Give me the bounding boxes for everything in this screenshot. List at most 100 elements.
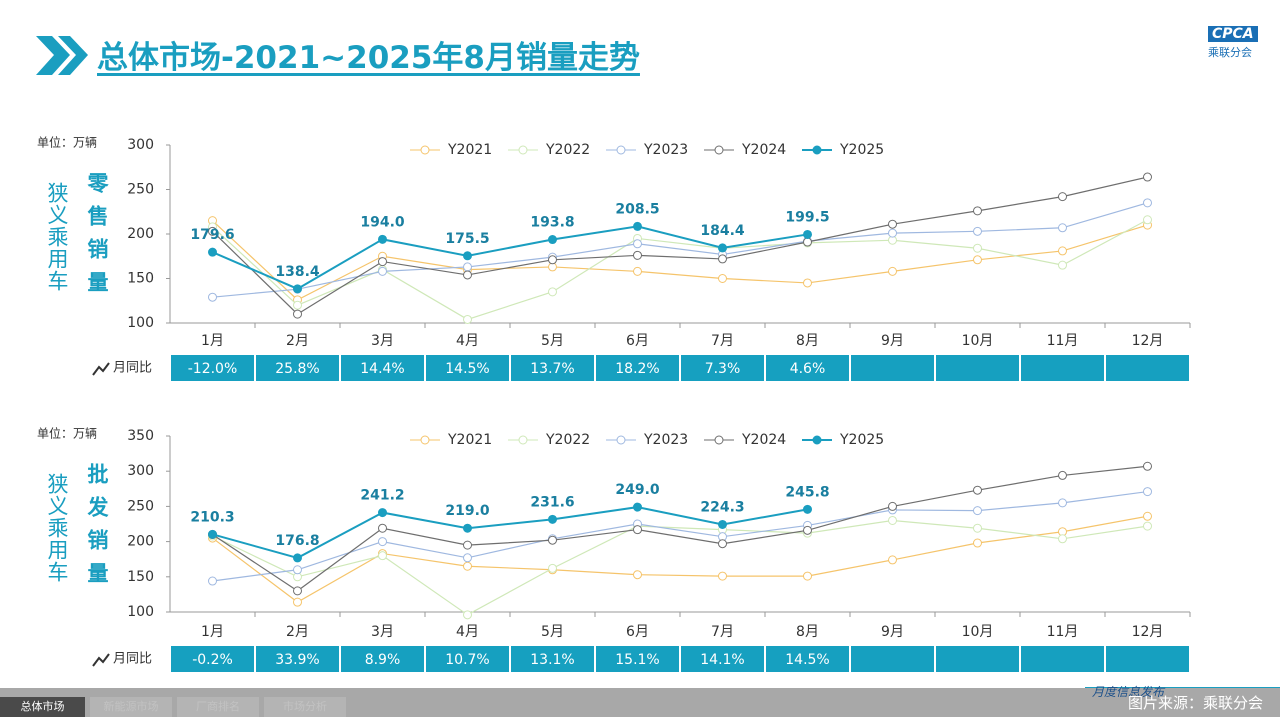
data-point bbox=[1058, 192, 1067, 202]
data-point bbox=[718, 519, 727, 529]
yoy-cell bbox=[851, 355, 934, 381]
yoy-cell bbox=[256, 355, 339, 381]
data-point bbox=[463, 540, 472, 550]
yoy-value: 14.4% bbox=[360, 361, 404, 377]
data-point bbox=[548, 563, 557, 573]
data-point bbox=[888, 501, 897, 511]
series-line bbox=[212, 219, 1148, 321]
legend-marker bbox=[812, 145, 822, 155]
x-tick-label: 10月 bbox=[962, 333, 994, 349]
legend-marker bbox=[616, 435, 626, 445]
yoy-cell bbox=[426, 355, 509, 381]
data-label: 219.0 bbox=[445, 503, 490, 519]
data-label: 245.8 bbox=[785, 484, 829, 500]
data-label: 210.3 bbox=[190, 509, 234, 525]
nav-tab[interactable]: 厂商排名 bbox=[177, 697, 259, 717]
x-tick-label: 4月 bbox=[456, 624, 479, 640]
data-point bbox=[378, 551, 387, 561]
side-label: 狭义乘用车 bbox=[45, 182, 69, 292]
legend-marker bbox=[616, 145, 626, 155]
data-point bbox=[463, 270, 472, 280]
data-point bbox=[548, 535, 557, 545]
data-point bbox=[208, 529, 217, 539]
x-tick-label: 1月 bbox=[201, 333, 224, 349]
y-tick-label: 100 bbox=[127, 315, 154, 331]
data-label: 175.5 bbox=[445, 231, 489, 247]
data-label: 193.8 bbox=[530, 215, 574, 231]
data-point bbox=[633, 250, 642, 260]
nav-tab[interactable]: 总体市场 bbox=[0, 697, 85, 717]
data-label: 231.6 bbox=[530, 494, 574, 510]
nav-tab[interactable]: 市场分析 bbox=[264, 697, 346, 717]
data-point bbox=[803, 504, 812, 514]
logo-sub: 乘联分会 bbox=[1208, 46, 1252, 59]
data-point bbox=[1058, 223, 1067, 233]
legend-marker bbox=[812, 435, 822, 445]
yoy-cell bbox=[256, 646, 339, 672]
x-tick-label: 6月 bbox=[626, 333, 649, 349]
yoy-value: 14.5% bbox=[445, 361, 489, 377]
data-point bbox=[888, 219, 897, 229]
data-point bbox=[463, 561, 472, 571]
data-point bbox=[888, 515, 897, 525]
unit-label: 单位：万辆 bbox=[37, 135, 97, 150]
data-point bbox=[973, 538, 982, 548]
yoy-label: 月同比 bbox=[113, 361, 152, 376]
series-line bbox=[212, 465, 1148, 592]
x-tick-label: 8月 bbox=[796, 624, 819, 640]
data-point bbox=[548, 235, 557, 245]
yoy-cell bbox=[936, 646, 1019, 672]
data-point bbox=[293, 597, 302, 607]
data-point bbox=[718, 254, 727, 264]
data-point bbox=[548, 255, 557, 265]
x-tick-label: 7月 bbox=[711, 333, 734, 349]
data-point bbox=[803, 237, 812, 247]
x-tick-label: 11月 bbox=[1047, 624, 1079, 640]
yoy-value: -0.2% bbox=[192, 652, 233, 668]
data-point bbox=[463, 610, 472, 620]
legend-marker bbox=[714, 435, 724, 445]
data-point bbox=[208, 226, 217, 236]
yoy-cell bbox=[681, 646, 764, 672]
x-tick-label: 11月 bbox=[1047, 333, 1079, 349]
x-tick-label: 5月 bbox=[541, 624, 564, 640]
series-line bbox=[212, 519, 1148, 616]
series-line bbox=[212, 202, 1148, 298]
data-point bbox=[633, 266, 642, 276]
data-point bbox=[803, 571, 812, 581]
legend-label: Y2025 bbox=[839, 142, 884, 158]
data-label: 199.5 bbox=[785, 209, 829, 225]
yoy-value: 14.1% bbox=[700, 652, 744, 668]
yoy-value: 15.1% bbox=[615, 652, 659, 668]
legend-label: Y2024 bbox=[741, 432, 786, 448]
data-point bbox=[208, 247, 217, 257]
x-tick-label: 5月 bbox=[541, 333, 564, 349]
yoy-cell bbox=[426, 646, 509, 672]
x-tick-label: 12月 bbox=[1132, 624, 1164, 640]
y-tick-label: 250 bbox=[127, 498, 154, 514]
data-point bbox=[803, 278, 812, 288]
data-point bbox=[463, 251, 472, 261]
legend-label: Y2021 bbox=[447, 142, 492, 158]
data-point bbox=[1143, 172, 1152, 182]
yoy-cell bbox=[766, 646, 849, 672]
data-label: 184.4 bbox=[700, 223, 745, 239]
yoy-value: 8.9% bbox=[365, 652, 401, 668]
x-tick-label: 12月 bbox=[1132, 333, 1164, 349]
data-point bbox=[973, 523, 982, 533]
data-point bbox=[463, 523, 472, 533]
data-point bbox=[378, 257, 387, 267]
y-tick-label: 300 bbox=[127, 137, 154, 153]
yoy-value: 33.9% bbox=[275, 652, 319, 668]
metric-label: 零售销量 bbox=[85, 172, 109, 304]
nav-tab[interactable]: 新能源市场 bbox=[90, 697, 172, 717]
legend-label: Y2023 bbox=[643, 432, 688, 448]
data-point bbox=[548, 514, 557, 524]
data-point bbox=[1058, 498, 1067, 508]
data-point bbox=[803, 229, 812, 239]
legend-label: Y2025 bbox=[839, 432, 884, 448]
yoy-label: 月同比 bbox=[113, 652, 152, 667]
data-point bbox=[973, 255, 982, 265]
data-point bbox=[1143, 487, 1152, 497]
